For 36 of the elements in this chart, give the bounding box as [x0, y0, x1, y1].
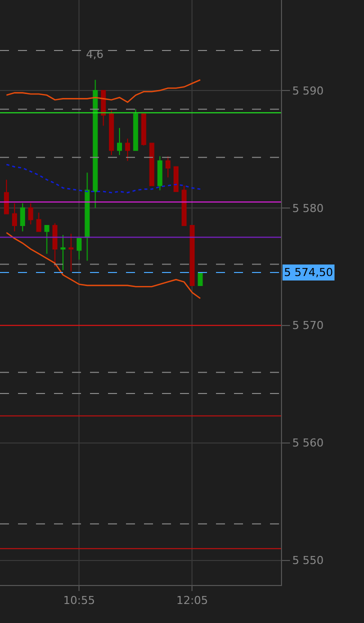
candlestick — [157, 156, 162, 191]
candlestick — [133, 108, 138, 151]
y-tick-label: 5 550 — [292, 554, 324, 568]
y-tick-label: 5 580 — [292, 202, 324, 215]
candlestick — [36, 212, 42, 232]
candlestick — [125, 138, 130, 162]
line-series — [6, 232, 201, 300]
candlestick — [12, 202, 18, 232]
candlestick — [20, 202, 26, 232]
x-tick-label: 12:05 — [176, 594, 208, 608]
y-tick-label: 5 590 — [292, 84, 324, 98]
x-tick-label: 10:55 — [63, 594, 95, 608]
candlestick — [141, 113, 146, 146]
candlestick — [44, 225, 50, 254]
candlestick — [28, 202, 34, 225]
annotation: 4,6 — [86, 48, 104, 61]
candlestick — [165, 156, 170, 178]
candlestick — [60, 234, 66, 271]
candlestick — [182, 185, 187, 226]
line-series — [6, 79, 201, 103]
line-series — [6, 164, 201, 194]
candlestick — [174, 166, 179, 192]
candlestick — [149, 142, 154, 186]
candlestick — [117, 128, 122, 156]
candlestick — [68, 233, 74, 272]
candlestick — [4, 179, 9, 214]
candlestick — [84, 172, 90, 262]
y-tick-label: 5 570 — [292, 319, 324, 332]
y-tick-label: 5 560 — [292, 436, 324, 450]
candlestick — [92, 79, 98, 208]
candlestick — [108, 110, 114, 156]
candlestick — [190, 225, 195, 286]
candlestick — [52, 222, 58, 268]
candlestick — [100, 90, 106, 126]
ref-line-label: 5 574,50 — [284, 266, 333, 279]
candlestick — [76, 238, 82, 260]
